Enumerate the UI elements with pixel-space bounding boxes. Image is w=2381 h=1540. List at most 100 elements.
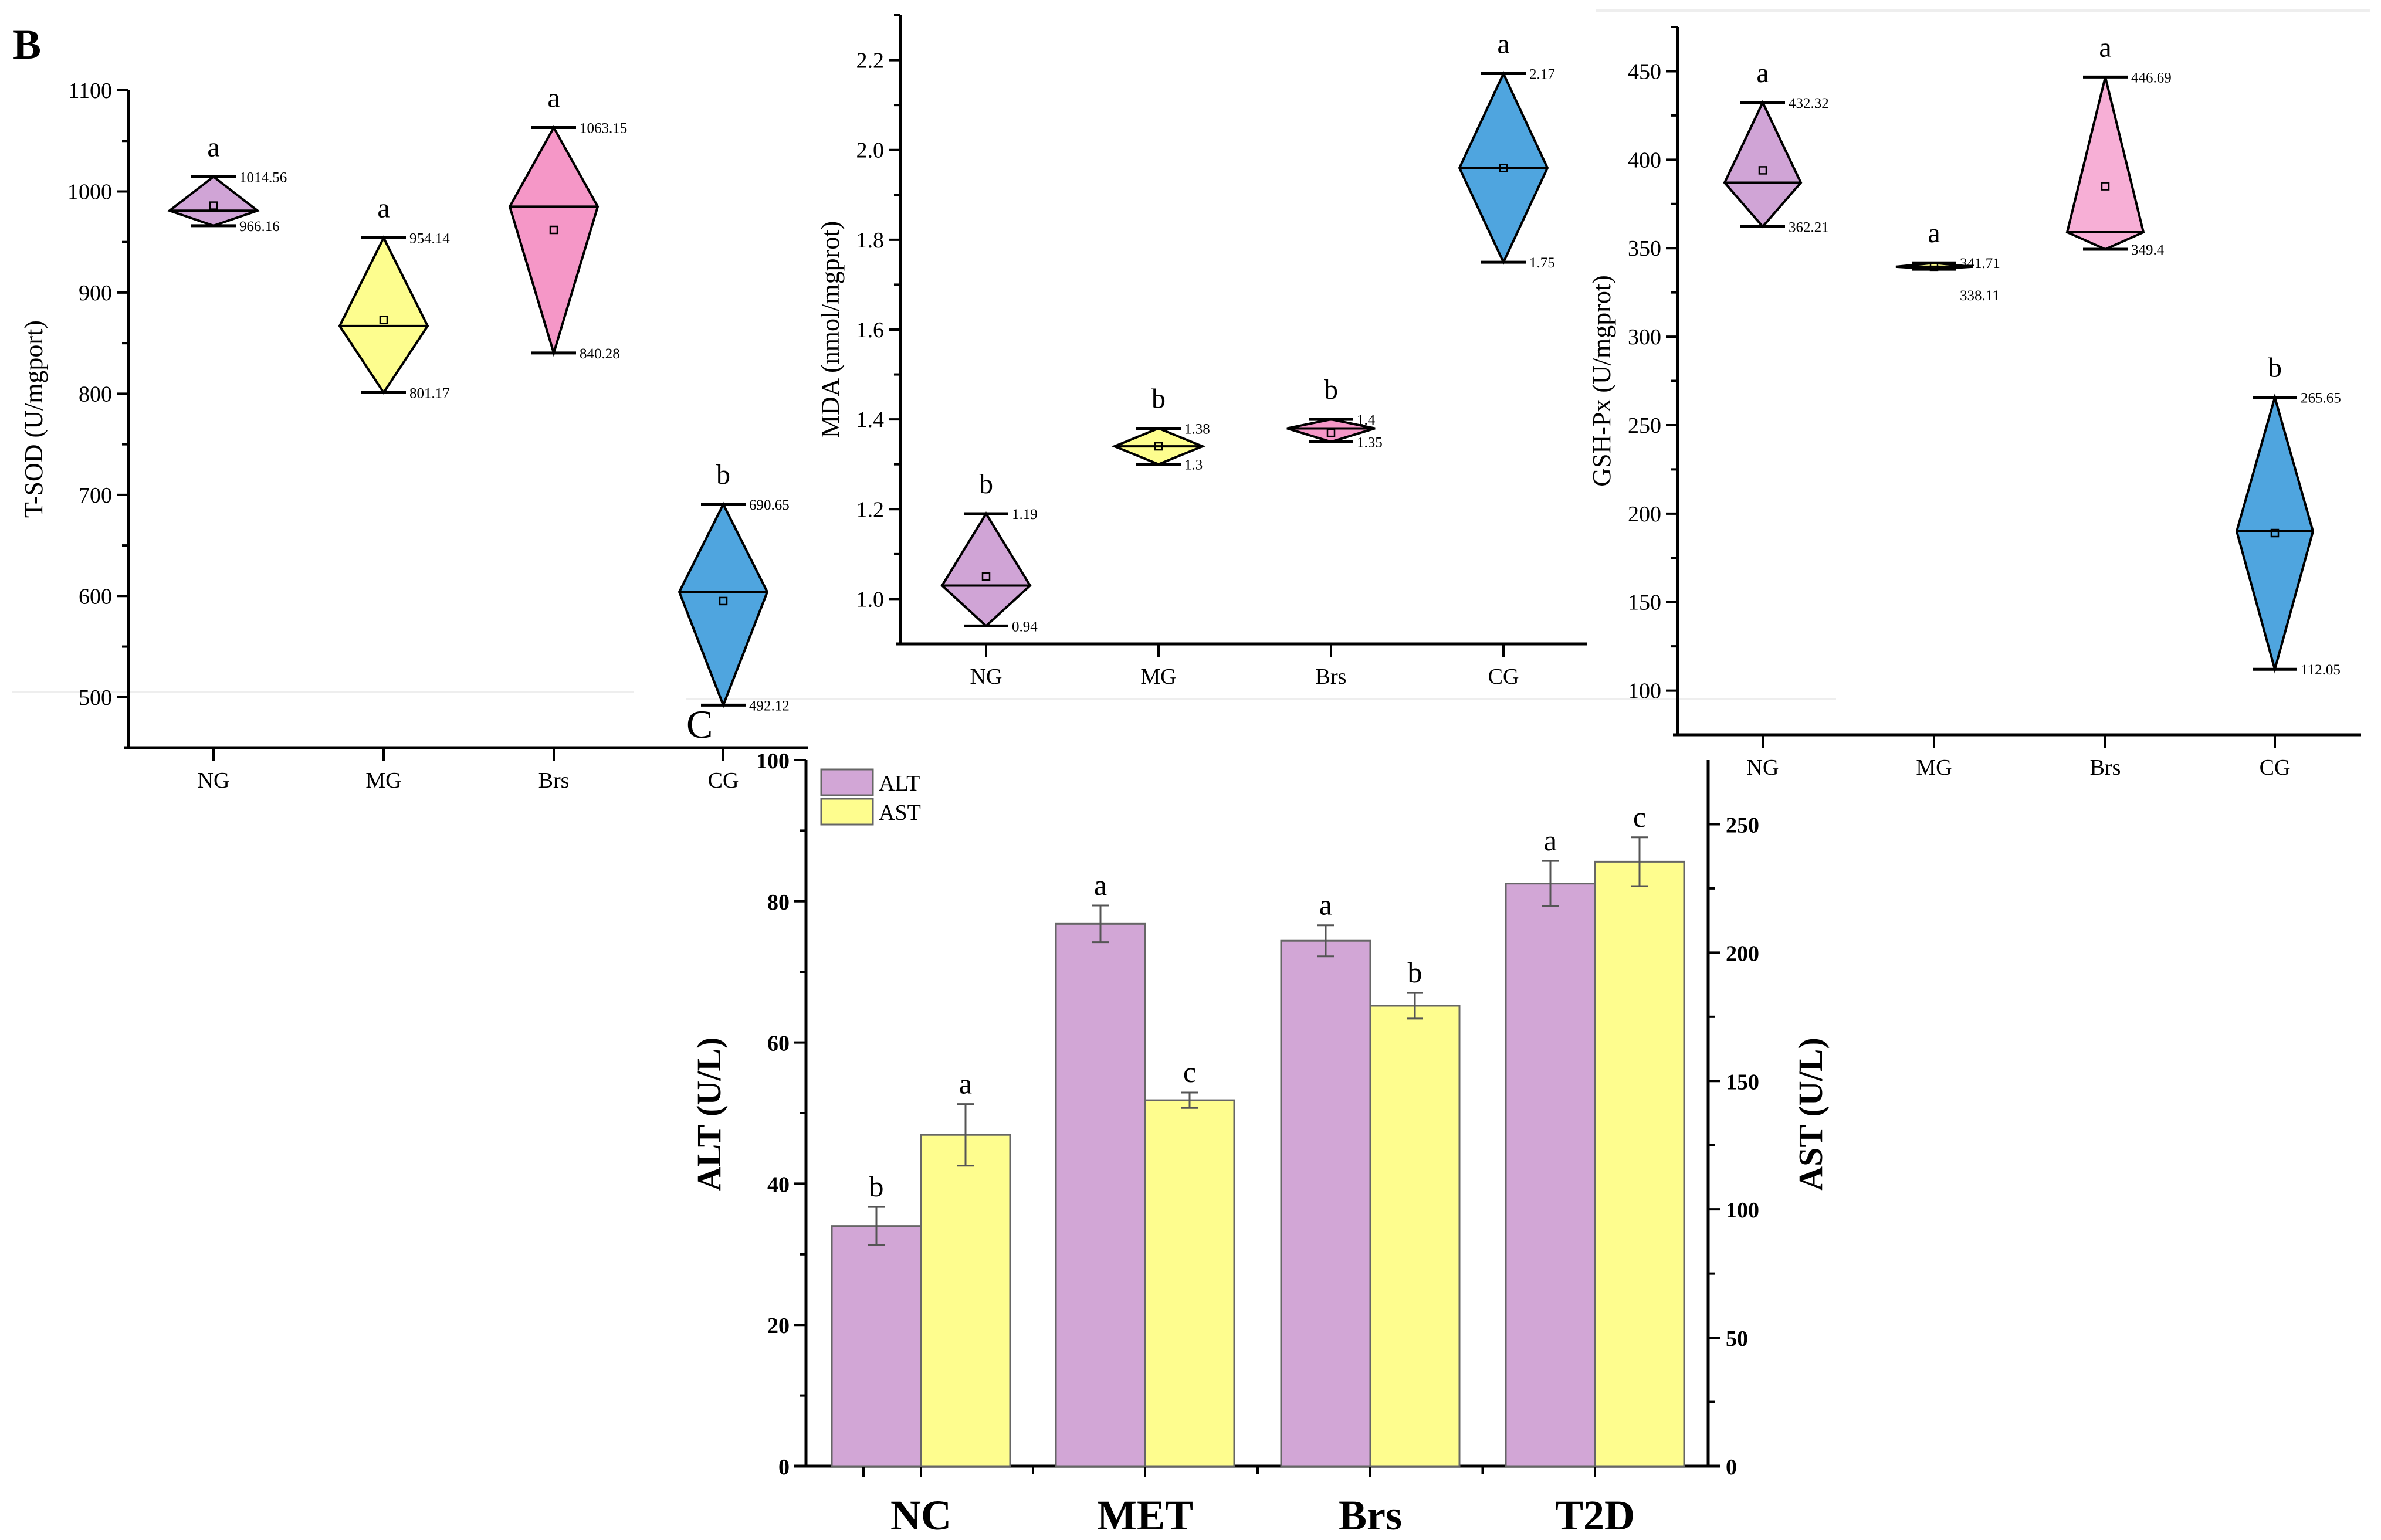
max-value-label: 2.17	[1529, 67, 1555, 83]
x-tick-label: NC	[890, 1492, 951, 1539]
y-axis-label-right: AST (U/L)	[1791, 1037, 1830, 1191]
significance-letter: a	[1094, 869, 1107, 901]
bar-ast	[1369, 1005, 1461, 1467]
significance-letter: b	[2268, 352, 2282, 384]
panel-label-c: C	[686, 702, 713, 747]
y-tick-label: 450	[1628, 59, 1661, 84]
mean-marker	[1326, 428, 1336, 437]
tsod-chart: 500 600 700 800 900 1000 1100 T-SOD (U/mgport) N…	[19, 79, 808, 793]
y-tick-label-right: 50	[1726, 1327, 1748, 1351]
max-value-label: 341.71	[1960, 256, 2000, 272]
legend-label-ast: AST	[879, 800, 921, 825]
y-tick-label: 1100	[68, 79, 112, 103]
bar-alt	[831, 1225, 922, 1467]
max-value-label: 265.65	[2301, 391, 2341, 406]
x-tick-label: CG	[708, 768, 739, 793]
diamond-box	[2065, 76, 2145, 251]
min-value-label: 0.94	[1012, 619, 1038, 635]
max-value-label: 1063.15	[580, 121, 627, 137]
significance-letter: b	[1151, 383, 1166, 414]
significance-letter: a	[1756, 57, 1769, 89]
significance-letter: b	[716, 459, 730, 490]
mean-marker	[1758, 166, 1767, 175]
y-tick-label: 350	[1628, 236, 1661, 261]
min-value-label: 801.17	[409, 385, 450, 401]
y-tick-label-right: 100	[1726, 1198, 1759, 1223]
x-tick-label: NG	[970, 664, 1002, 689]
x-tick-label: NG	[1747, 755, 1779, 780]
y-tick-label-left: 20	[767, 1314, 790, 1338]
significance-letter: b	[979, 469, 993, 500]
x-tick-label: MG	[1140, 664, 1176, 689]
min-value-label: 966.16	[239, 219, 280, 235]
y-tick-label: 1.0	[856, 587, 885, 612]
y-tick-label: 1.4	[856, 408, 885, 432]
min-value-label: 840.28	[580, 346, 620, 362]
y-tick-label-right: 200	[1726, 941, 1759, 966]
y-tick-label-right: 150	[1726, 1070, 1759, 1094]
significance-letter: a	[2099, 32, 2111, 63]
significance-letter: b	[1408, 956, 1422, 989]
legend-label-alt: ALT	[879, 771, 920, 796]
significance-letter: a	[207, 131, 219, 162]
y-tick-label: 1.2	[856, 497, 885, 522]
min-value-label: 349.4	[2131, 242, 2165, 258]
significance-letter: a	[377, 193, 390, 224]
bar-ast	[1144, 1099, 1235, 1467]
y-tick-label: 2.0	[856, 138, 885, 163]
y-tick-label: 1000	[67, 179, 112, 204]
significance-letter: b	[869, 1170, 884, 1203]
y-tick-label: 800	[79, 382, 112, 406]
x-tick-label: MG	[365, 768, 401, 793]
mean-marker	[1499, 164, 1508, 172]
significance-letter: a	[1928, 218, 1940, 249]
y-axis-label: T-SOD (U/mgport)	[19, 320, 48, 518]
significance-letter: c	[1183, 1056, 1196, 1088]
min-value-label: 492.12	[749, 698, 790, 714]
legend-swatch-alt	[820, 768, 874, 796]
legend-swatch-ast	[820, 798, 874, 826]
y-tick-label-left: 40	[767, 1172, 790, 1197]
y-tick-label-right: 250	[1726, 813, 1759, 837]
y-tick-label: 700	[79, 483, 112, 508]
min-value-label: 1.35	[1357, 435, 1383, 450]
x-tick-label: Brs	[1316, 664, 1347, 689]
y-tick-label: 1.8	[856, 228, 885, 253]
significance-letter: a	[959, 1067, 972, 1100]
x-tick-label: T2D	[1555, 1492, 1635, 1539]
max-value-label: 1.19	[1012, 507, 1038, 523]
x-tick-label: Brs	[1339, 1492, 1402, 1539]
diamond-box	[1723, 100, 1803, 229]
significance-letter: a	[1544, 824, 1557, 857]
min-value-label: 1.3	[1184, 457, 1203, 473]
bar-alt	[1280, 939, 1371, 1467]
panel-label-b: B	[13, 21, 41, 68]
mean-marker	[1154, 442, 1163, 451]
bar-alt	[1505, 883, 1596, 1467]
y-tick-label-left: 60	[767, 1032, 790, 1056]
y-tick-label-left: 100	[756, 749, 790, 774]
min-value-label: 362.21	[1789, 219, 1829, 235]
y-tick-label: 200	[1628, 502, 1661, 527]
bar-alt	[1055, 922, 1146, 1467]
y-tick-label: 500	[79, 686, 112, 710]
max-value-label: 432.32	[1789, 96, 1829, 111]
x-tick-label: CG	[2260, 755, 2291, 780]
min-value-label: 1.75	[1529, 255, 1555, 271]
x-tick-label: NG	[198, 768, 230, 793]
diamond-box	[940, 511, 1032, 628]
mean-marker	[379, 316, 388, 324]
mean-marker	[719, 596, 728, 606]
mean-marker	[549, 225, 558, 235]
y-tick-label: 150	[1628, 591, 1661, 615]
x-tick-label: MET	[1097, 1492, 1193, 1539]
min-value-label: 338.11	[1960, 288, 2000, 304]
mean-marker	[1929, 262, 1939, 272]
y-axis-label-left: ALT (U/L)	[690, 1037, 728, 1192]
diamond-box	[2235, 393, 2315, 674]
alt-ast-chart: 0 20 40 60 80 100 0 50 100 150 200 250 NC MET Brs T2D AL…	[690, 749, 1830, 1539]
y-tick-label: 100	[1628, 679, 1661, 704]
y-axis-label: GSH-Px (U/mgprot)	[1587, 275, 1616, 487]
mean-marker	[209, 201, 218, 210]
